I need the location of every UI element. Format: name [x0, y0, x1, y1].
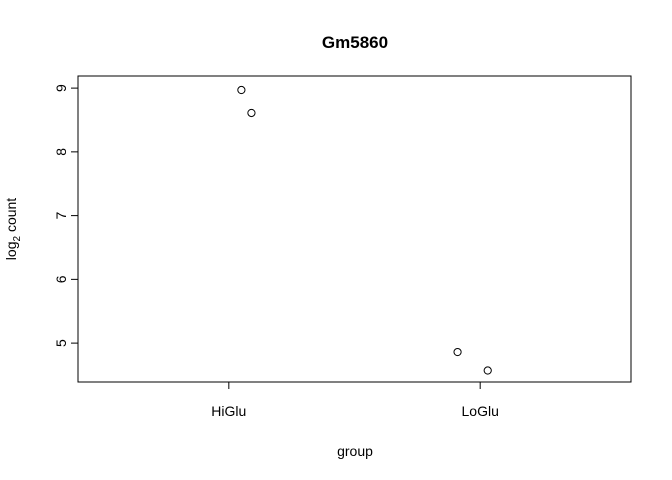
y-tick-label: 5: [53, 339, 69, 347]
y-tick-label: 7: [53, 212, 69, 220]
y-tick-label: 9: [53, 84, 69, 92]
y-axis-label: log2 count: [3, 198, 23, 260]
chart-title: Gm5860: [322, 33, 388, 52]
y-axis-label-main: log: [3, 242, 19, 261]
data-point: [453, 347, 462, 357]
plot-frame: [77, 75, 632, 383]
x-axis-label: group: [337, 443, 373, 459]
y-tick-label: 6: [53, 275, 69, 283]
y-axis-label-subscript: 2: [12, 236, 23, 242]
x-tick-label: LoGlu: [462, 403, 499, 419]
data-points: [237, 85, 492, 375]
data-point: [483, 366, 492, 375]
data-point: [237, 85, 246, 95]
x-axis: HiGlu LoGlu: [211, 381, 499, 419]
y-axis: 5 6 7 8 9: [53, 84, 79, 347]
y-tick-label: 8: [53, 148, 69, 156]
data-point: [247, 108, 256, 118]
y-axis-label-rest: count: [3, 198, 19, 236]
x-tick-label: HiGlu: [211, 403, 246, 419]
